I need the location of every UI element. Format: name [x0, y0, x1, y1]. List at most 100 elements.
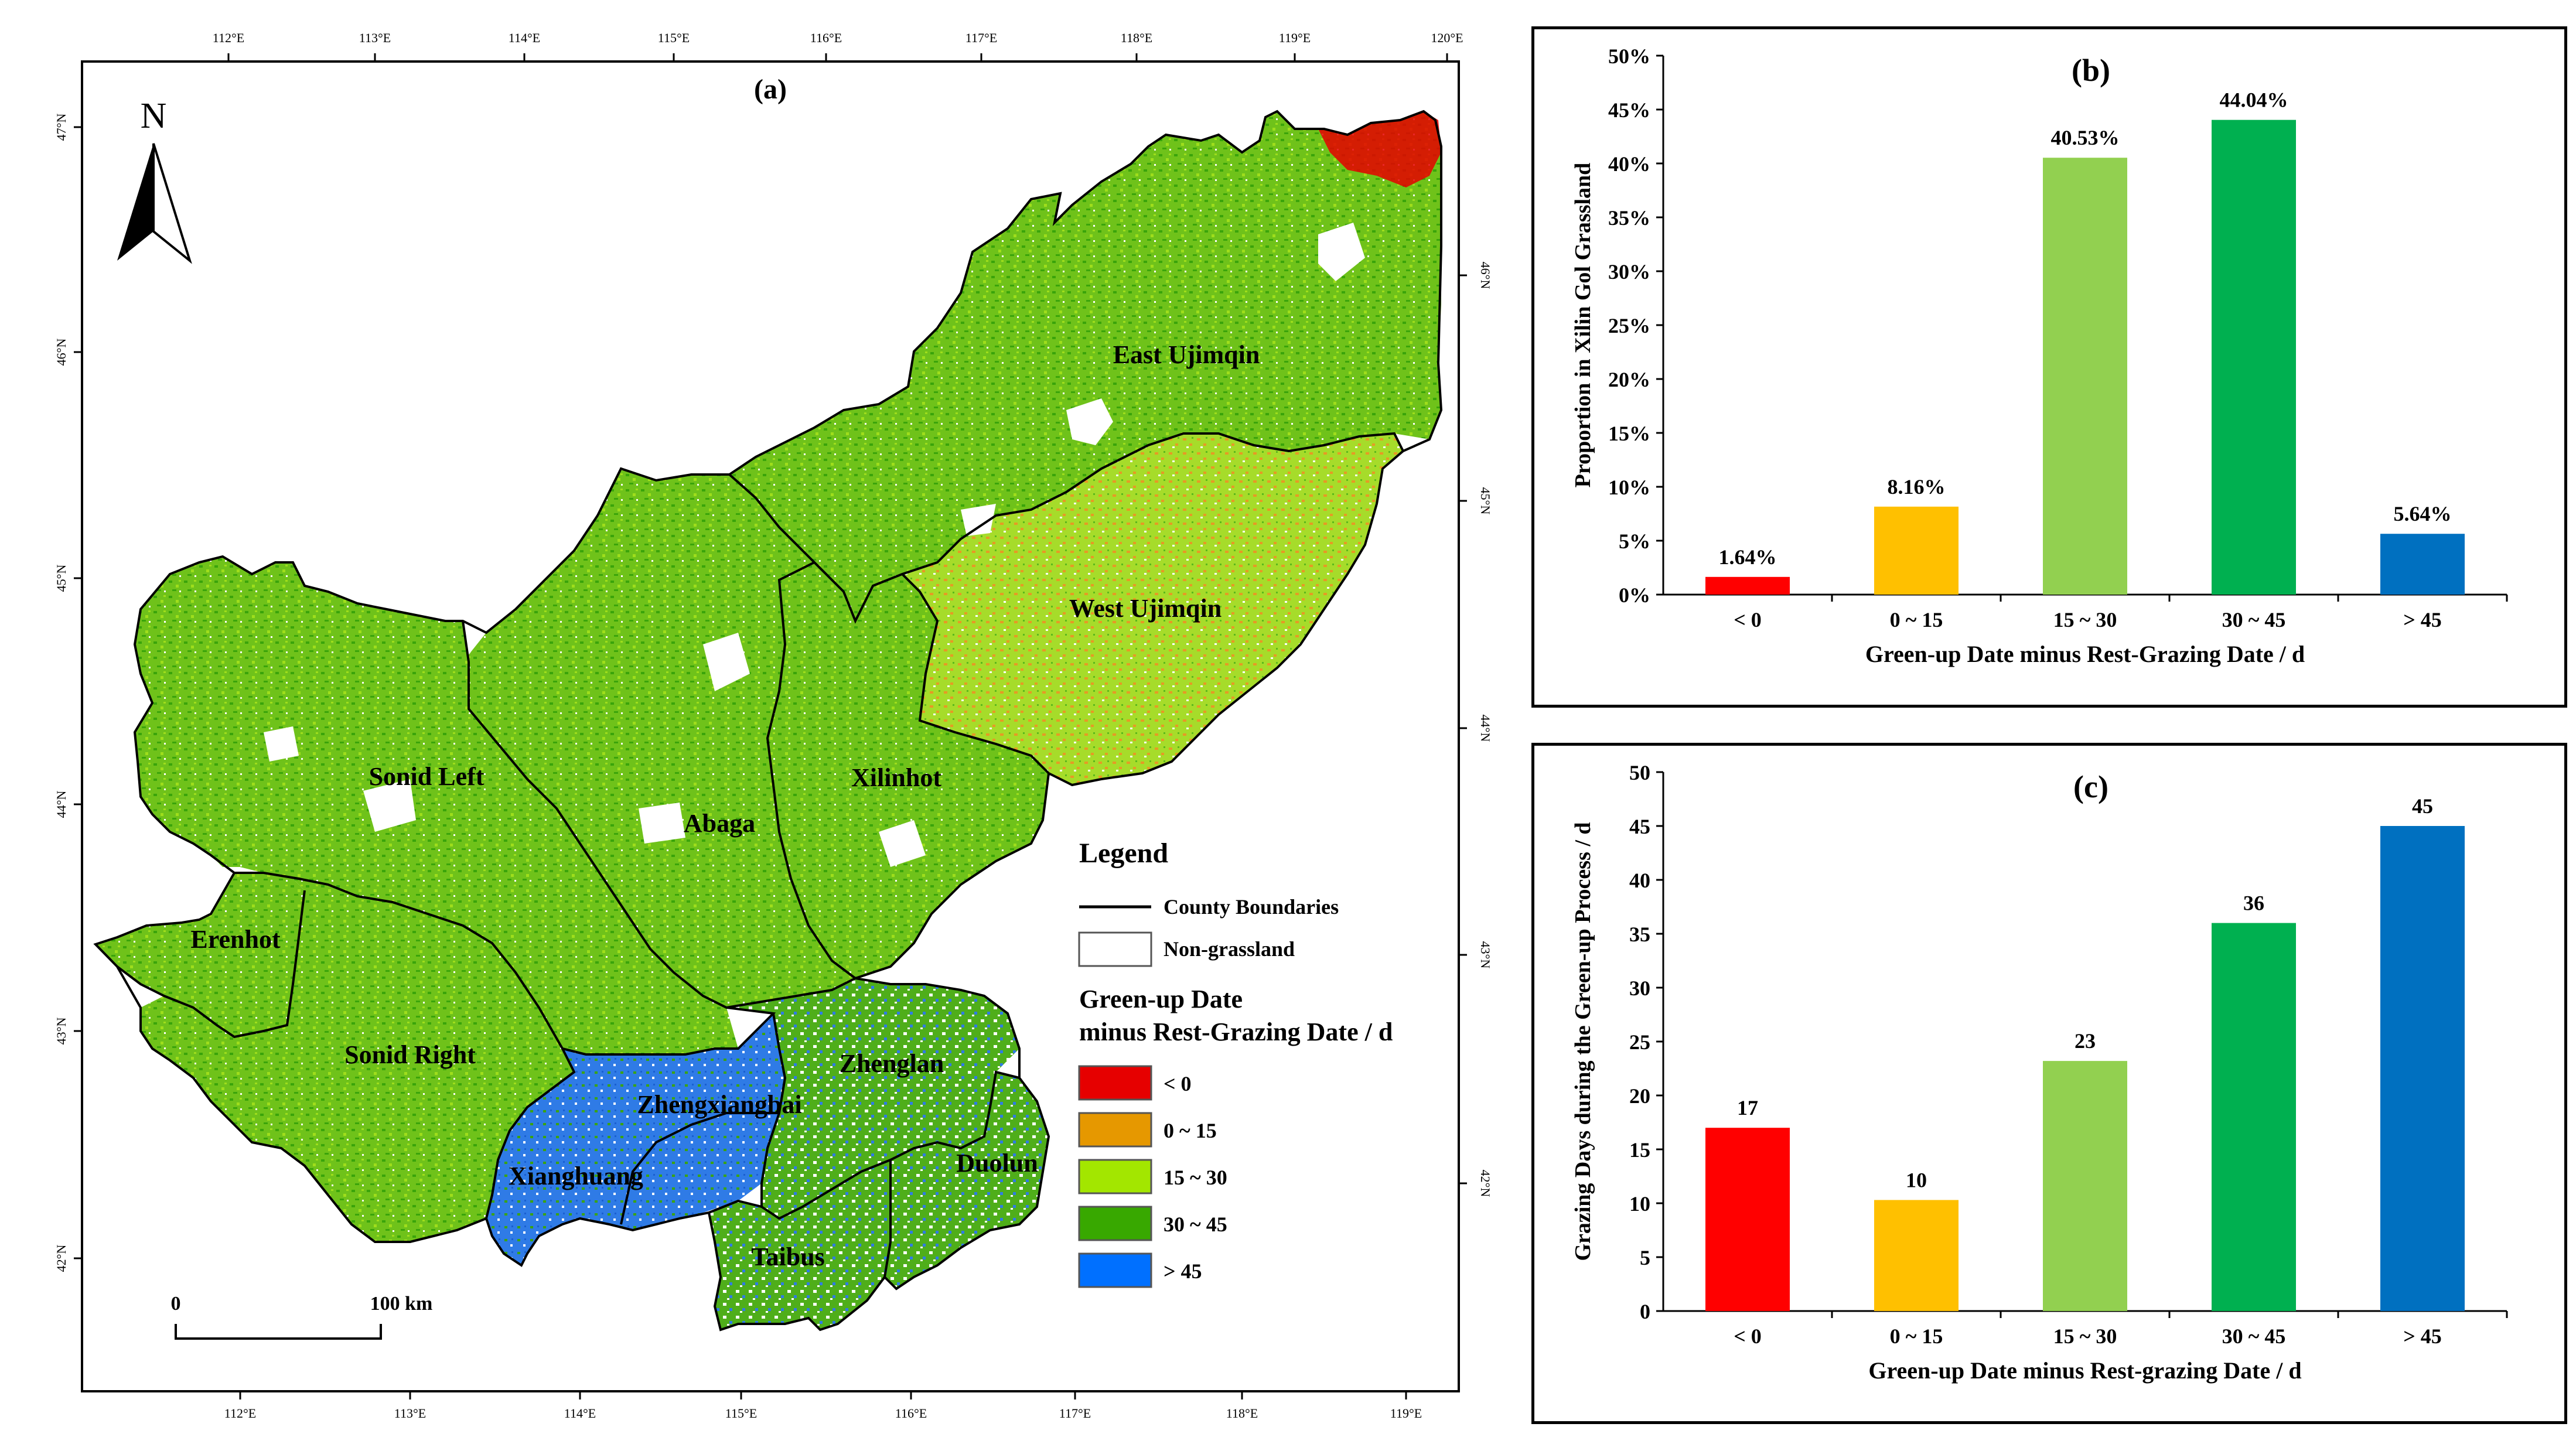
y-tick-label: 30% — [1608, 260, 1650, 284]
y-tick-label: 20% — [1608, 368, 1650, 391]
legend-boundary-label: County Boundaries — [1164, 895, 1339, 919]
county-label: Zhenglan — [840, 1049, 944, 1078]
data-label: 40.53% — [2051, 126, 2120, 149]
map-regions — [95, 111, 1441, 1330]
lat-tick-label: 43°N — [54, 1018, 69, 1045]
data-label: 45 — [2412, 794, 2433, 818]
bar — [2043, 1061, 2127, 1311]
map-panel-label: (a) — [754, 74, 787, 105]
map-hotspot — [1318, 111, 1441, 187]
lon-tick-label: 112°E — [224, 1406, 256, 1421]
chart-b-svg: 0% 5% 10% 15% 20% 25% 30% 35% 40% 45% 50% 1.64% < 0 8… — [1571, 45, 2508, 667]
legend-class-title: minus Rest-Grazing Date / d — [1079, 1018, 1393, 1046]
y-tick-label: 0 — [1640, 1300, 1650, 1323]
y-tick-label: 40 — [1629, 869, 1650, 892]
bar — [1874, 506, 1959, 595]
legend-title: Legend — [1079, 838, 1168, 869]
data-label: 17 — [1737, 1096, 1758, 1119]
y-tick-label: 5% — [1619, 530, 1650, 553]
y-tick-label: 10% — [1608, 476, 1650, 499]
y-tick-label: 45 — [1629, 815, 1650, 838]
county-label: Xilinhot — [851, 763, 941, 792]
y-tick-label: 25% — [1608, 314, 1650, 337]
county-label: West Ujimqin — [1069, 594, 1222, 623]
legend-class-swatch — [1078, 1159, 1152, 1194]
lat-tick-label: 46°N — [1478, 262, 1493, 289]
map-legend: Legend County Boundaries Non-grassland G… — [1078, 838, 1393, 1288]
x-axis-title: Green-up Date minus Rest-grazing Date / … — [1868, 1357, 2301, 1384]
lon-tick-label: 117°E — [1059, 1406, 1091, 1421]
region-duolun — [885, 1072, 1049, 1289]
legend-class-label: 30 ~ 45 — [1164, 1213, 1227, 1236]
lat-tick-label: 45°N — [1478, 487, 1493, 515]
data-label: 8.16% — [1888, 475, 1946, 499]
legend-class-label: 0 ~ 15 — [1164, 1119, 1217, 1142]
lat-tick-label: 42°N — [54, 1245, 69, 1272]
lon-tick-label: 113°E — [359, 30, 391, 45]
x-tick-label: < 0 — [1734, 1324, 1762, 1348]
lon-tick-label: 117°E — [965, 30, 997, 45]
data-label: 10 — [1906, 1168, 1927, 1192]
region-zhenglan — [726, 978, 1019, 1218]
y-tick-label: 50% — [1608, 45, 1650, 68]
longitude-tick-marks — [74, 53, 1467, 1399]
legend-class-label: > 45 — [1164, 1259, 1202, 1283]
region-zhengxiangbai-xianghuang — [486, 1013, 785, 1265]
y-tick-label: 30 — [1629, 977, 1650, 1000]
map-frame — [81, 60, 1460, 1392]
data-label: 23 — [2075, 1029, 2096, 1053]
lat-tick-label: 44°N — [54, 791, 69, 818]
data-label: 5.64% — [2394, 502, 2452, 525]
region-sonid-right — [141, 855, 574, 1242]
bar — [2380, 826, 2465, 1311]
y-tick-label: 20 — [1629, 1084, 1650, 1108]
region-sonid-left — [135, 557, 738, 1054]
x-tick-label: 30 ~ 45 — [2222, 608, 2286, 631]
lon-tick-label: 115°E — [658, 30, 690, 45]
data-label: 44.04% — [2220, 88, 2288, 112]
bar — [2380, 534, 2465, 595]
y-axis-title: Proportion in Xilin Gol Grassland — [1571, 163, 1595, 488]
legend-class-swatch — [1078, 1206, 1152, 1241]
region-west-ujimqin — [902, 433, 1403, 785]
data-label: 36 — [2243, 892, 2264, 915]
bar — [2212, 120, 2296, 595]
county-label: Duolun — [956, 1149, 1038, 1177]
lon-tick-label: 118°E — [1226, 1406, 1258, 1421]
legend-class-swatch — [1078, 1065, 1152, 1101]
bar — [2212, 923, 2296, 1311]
scale-end-label: 100 km — [370, 1293, 433, 1315]
scale-bar — [175, 1324, 382, 1340]
lat-tick-label: 44°N — [1478, 715, 1493, 742]
chart-panel-b: 0% 5% 10% 15% 20% 25% 30% 35% 40% 45% 50% 1.64% < 0 8… — [1531, 26, 2567, 708]
lon-tick-label: 120°E — [1431, 30, 1463, 45]
region-xilinhot — [767, 562, 1049, 978]
y-tick-label: 25 — [1629, 1030, 1650, 1054]
lat-tick-label: 45°N — [54, 565, 69, 592]
legend-class-title: Green-up Date — [1079, 985, 1243, 1013]
lat-tick-label: 42°N — [1478, 1170, 1493, 1197]
chart-c-svg: 0 5 10 15 20 25 30 35 40 45 50 17 < 0 10 0 ~ 15 23 15 ~ … — [1571, 761, 2508, 1384]
county-label: Sonid Left — [369, 762, 485, 791]
lat-tick-label: 46°N — [54, 339, 69, 366]
y-tick-label: 35% — [1608, 206, 1650, 230]
y-tick-label: 5 — [1640, 1246, 1650, 1269]
lon-tick-label: 119°E — [1390, 1406, 1422, 1421]
x-tick-label: > 45 — [2403, 608, 2442, 631]
lon-tick-label: 113°E — [394, 1406, 426, 1421]
chart-panel-label: (b) — [2072, 53, 2110, 88]
lon-tick-label: 116°E — [810, 30, 842, 45]
county-label: Zhengxiangbai — [637, 1090, 801, 1119]
county-label: Abaga — [684, 809, 755, 838]
x-axis-title: Green-up Date minus Rest-Grazing Date / … — [1865, 641, 2305, 667]
x-tick-label: 15 ~ 30 — [2053, 1324, 2117, 1348]
chart-panel-label: (c) — [2073, 769, 2108, 804]
north-arrow-icon — [117, 143, 192, 264]
legend-class-label: 15 ~ 30 — [1164, 1166, 1227, 1189]
map-svg: 112°E 113°E 114°E 115°E 116°E 117°E 118°… — [54, 30, 1493, 1421]
x-tick-label: 0 ~ 15 — [1890, 1324, 1943, 1348]
county-label: Taibus — [751, 1242, 825, 1271]
y-tick-label: 15 — [1629, 1138, 1650, 1162]
region-abaga — [463, 469, 855, 1008]
bar — [1705, 1128, 1790, 1311]
